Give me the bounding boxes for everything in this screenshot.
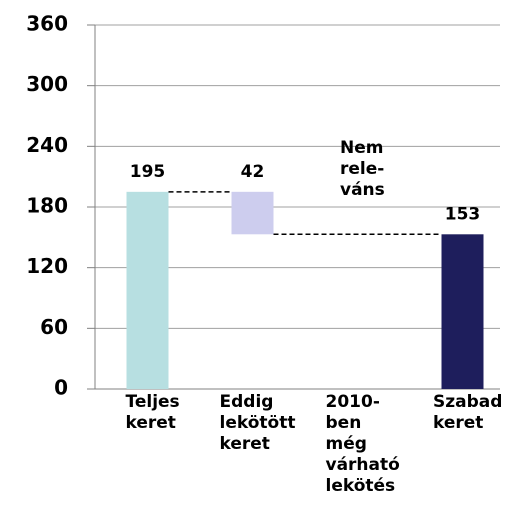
bar xyxy=(441,234,484,389)
y-tick-label: 60 xyxy=(40,315,68,339)
annotation: Nem rele- váns xyxy=(340,138,385,200)
x-tick-label: Szabad keret xyxy=(433,392,503,433)
y-tick-label: 0 xyxy=(54,376,68,400)
value-label: 195 xyxy=(130,162,166,182)
value-label: 153 xyxy=(445,204,481,224)
value-label: 42 xyxy=(241,162,265,182)
x-tick-label: Eddig lekötött keret xyxy=(219,392,296,454)
x-tick-label: 2010- ben még várható lekötés xyxy=(325,392,400,496)
bar xyxy=(231,191,274,235)
y-tick-label: 300 xyxy=(26,72,68,96)
y-tick-label: 360 xyxy=(26,12,68,36)
y-tick-label: 180 xyxy=(26,194,68,218)
bar xyxy=(126,191,169,389)
y-tick-label: 120 xyxy=(26,254,68,278)
y-tick-label: 240 xyxy=(26,133,68,157)
x-tick-label: Teljes keret xyxy=(125,392,180,433)
